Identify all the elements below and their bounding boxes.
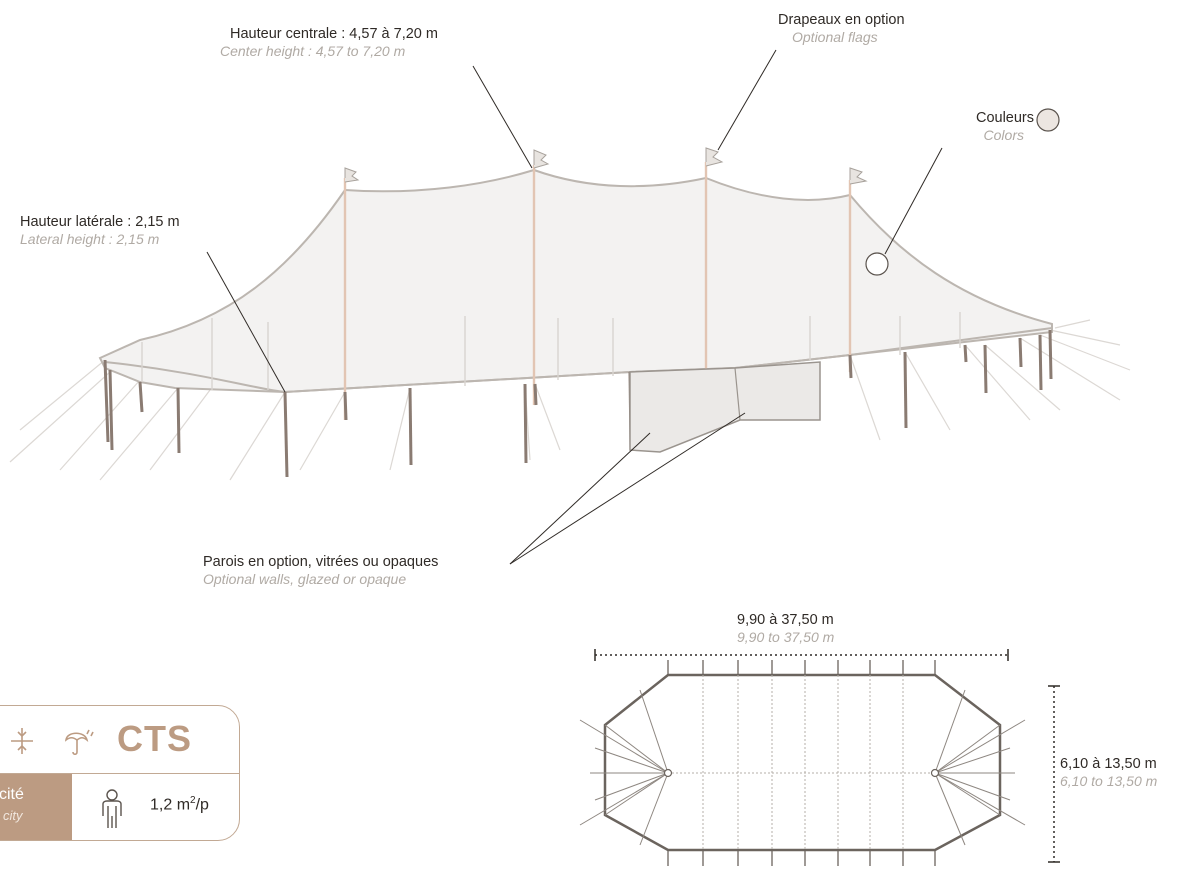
walls-label: Parois en option, vitrées ou opaques Opt… (203, 554, 438, 588)
flags-fr: Drapeaux en option (778, 12, 905, 28)
capacity-box: cité city (0, 774, 72, 840)
walls-fr: Parois en option, vitrées ou opaques (203, 554, 439, 570)
width-fr: 6,10 à 13,50 m (1060, 756, 1157, 772)
width-en: 6,10 to 13,50 m (1060, 773, 1158, 790)
colors-en: Colors (983, 127, 1024, 144)
area-per-person: 1,2 m2/p (150, 795, 209, 814)
capacity-fr: cité (0, 786, 24, 803)
length-fr: 9,90 à 37,50 m (737, 612, 834, 628)
center-height-label: Hauteur centrale : 4,57 à 7,20 m Center … (220, 26, 438, 60)
ratio-value: 1,2 m (150, 796, 191, 814)
flags-en: Optional flags (792, 29, 878, 46)
center-height-en: Center height : 4,57 to 7,20 m (220, 43, 406, 60)
snow-load-icon (11, 728, 33, 754)
optional-wall-panel (629, 361, 821, 453)
width-label: 6,10 à 13,50 m 6,10 to 13,50 m (1060, 756, 1157, 790)
side-poles (103, 329, 1053, 478)
colors-label: Couleurs Colors (976, 110, 1034, 144)
guy-ropes (9, 319, 1131, 481)
model-code: CTS (117, 718, 192, 759)
tent-roof (98, 168, 1053, 394)
rain-umbrella-icon (64, 729, 94, 756)
length-label: 9,90 à 37,50 m 9,90 to 37,50 m (737, 612, 834, 646)
person-icon (102, 789, 122, 828)
walls-en: Optional walls, glazed or opaque (203, 571, 407, 588)
ratio-unit: /p (195, 796, 209, 814)
lateral-height-fr: Hauteur latérale : 2,15 m (20, 214, 180, 230)
wall-seams (141, 312, 961, 392)
flags-label: Drapeaux en option Optional flags (778, 12, 905, 46)
roof-eave (104, 327, 1053, 394)
spec-card: CTS cité city 1,2 m2/p (0, 705, 240, 841)
lateral-height-label: Hauteur latérale : 2,15 m Lateral height… (20, 214, 180, 248)
length-en: 9,90 to 37,50 m (737, 629, 835, 646)
center-masts (343, 162, 852, 420)
plan-view (579, 649, 1060, 866)
center-height-fr: Hauteur centrale : 4,57 à 7,20 m (230, 26, 438, 42)
leader-lines (206, 49, 943, 565)
ratio-exponent: 2 (190, 795, 196, 806)
flags (344, 147, 868, 185)
colors-fr: Couleurs (975, 110, 1034, 126)
lateral-height-en: Lateral height : 2,15 m (20, 231, 160, 248)
spec-card-header: CTS (0, 706, 239, 774)
color-swatch-legend (1036, 108, 1060, 132)
color-swatch-tent (865, 252, 889, 276)
capacity-en: city (3, 808, 23, 823)
